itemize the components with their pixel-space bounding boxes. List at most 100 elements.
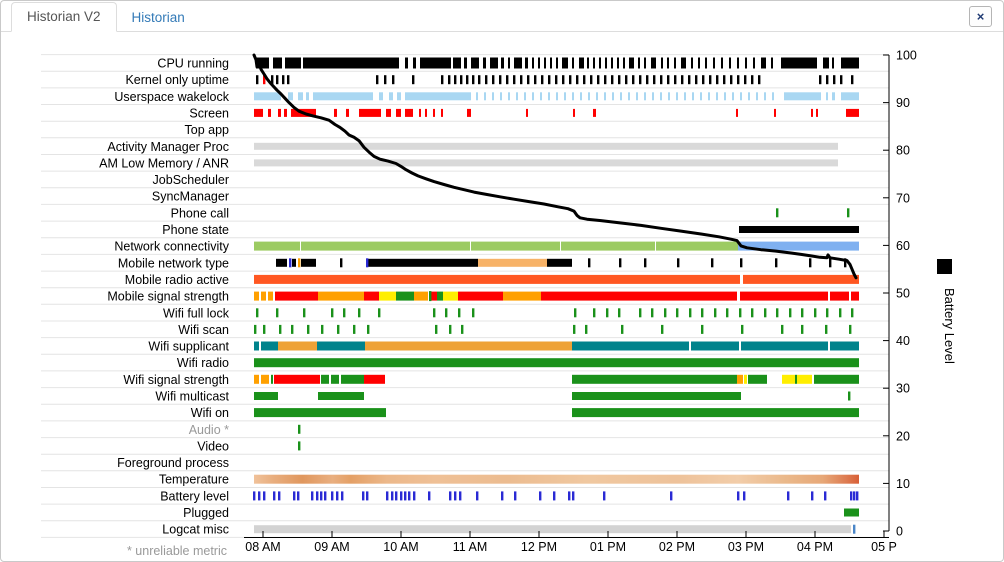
bar-segment	[599, 57, 601, 69]
row-label: Audio *	[189, 423, 229, 437]
bar-segment	[814, 374, 859, 384]
tick-mark	[569, 75, 572, 85]
tick-mark	[466, 75, 469, 85]
bar-segment	[420, 57, 451, 69]
bar-segment	[753, 57, 755, 69]
bar-segment	[524, 92, 526, 101]
tick-mark	[853, 524, 856, 534]
tick-mark	[611, 75, 614, 85]
tick-mark	[809, 258, 812, 268]
bar-segment	[254, 241, 300, 251]
bar-segment	[453, 57, 461, 69]
tick-mark	[331, 491, 334, 501]
battery-level-line	[252, 53, 858, 280]
tick-mark	[701, 308, 704, 318]
tick-mark	[801, 308, 804, 318]
bar-segment	[254, 92, 281, 101]
bar-segment	[736, 108, 738, 117]
tick-mark	[744, 75, 747, 85]
bar-segment	[580, 92, 582, 101]
row-label: AM Low Memory / ANR	[99, 156, 229, 170]
bar-segment	[846, 108, 859, 117]
tick-mark	[562, 75, 565, 85]
x-axis-tick-label: 05 P	[871, 540, 897, 554]
tick-mark	[278, 491, 281, 501]
bar-segment	[419, 108, 421, 117]
y-axis-tick-label: 90	[896, 96, 910, 110]
bar-segment	[700, 92, 702, 101]
tab-historian[interactable]: Historian	[117, 4, 200, 32]
bar-segment	[386, 108, 391, 117]
tick-mark	[384, 75, 387, 85]
bar-segment	[841, 57, 859, 69]
bar-segment	[737, 374, 743, 384]
bar-segment	[254, 408, 386, 418]
tick-mark	[585, 324, 588, 334]
tick-mark	[850, 491, 853, 501]
bar-segment	[743, 274, 859, 284]
x-axis-tick-label: 02 PM	[659, 540, 695, 554]
y-axis-tick-label: 100	[896, 49, 917, 63]
y-axis-tick-label: 50	[896, 287, 910, 301]
row-label: Plugged	[183, 506, 229, 520]
tick-mark	[825, 324, 828, 334]
bar-segment	[772, 92, 774, 101]
row-label: Wifi full lock	[163, 306, 230, 320]
tick-mark	[539, 491, 542, 501]
bar-segment	[261, 374, 269, 384]
bar-segment	[301, 241, 470, 251]
tick-mark	[764, 308, 767, 318]
tick-mark	[781, 324, 784, 334]
bar-segment	[740, 92, 742, 101]
bar-segment	[268, 108, 271, 117]
bar-segment	[741, 341, 828, 351]
tick-mark	[256, 75, 259, 85]
bar-segment	[467, 108, 471, 117]
tick-mark	[681, 75, 684, 85]
tick-mark	[321, 324, 324, 334]
tab-historian-v2[interactable]: Historian V2	[11, 2, 117, 32]
bar-segment	[660, 92, 662, 101]
bar-segment	[604, 92, 606, 101]
tick-mark	[619, 258, 622, 268]
tick-mark	[378, 308, 381, 318]
bar-segment	[596, 92, 598, 101]
bar-segment	[572, 374, 737, 384]
bar-segment	[364, 374, 385, 384]
bar-segment	[617, 57, 619, 69]
bar-segment	[674, 57, 676, 69]
tick-mark	[555, 75, 558, 85]
bar-segment	[667, 57, 669, 69]
tick-mark	[737, 491, 740, 501]
bar-segment	[705, 57, 707, 69]
tick-mark	[714, 308, 717, 318]
tick-mark	[739, 308, 742, 318]
row-label: Phone state	[162, 223, 229, 237]
tick-mark	[395, 491, 398, 501]
bar-segment	[397, 92, 401, 101]
bar-segment	[541, 291, 737, 301]
tick-mark	[730, 75, 733, 85]
y-axis-tick-label: 20	[896, 429, 910, 443]
bar-segment	[605, 57, 607, 69]
tick-mark	[670, 491, 673, 501]
tick-mark	[263, 75, 266, 85]
tick-mark	[625, 75, 628, 85]
bar-segment	[823, 57, 829, 69]
close-button[interactable]: ×	[969, 6, 992, 27]
tick-mark	[726, 308, 729, 318]
tick-mark	[279, 324, 282, 334]
bar-segment	[365, 341, 572, 351]
row-label: CPU running	[157, 57, 229, 71]
tick-mark	[476, 491, 479, 501]
bar-segment	[544, 57, 546, 69]
bar-segment	[681, 57, 686, 69]
row-label: Activity Manager Proc	[107, 140, 229, 154]
bar-segment	[572, 57, 574, 69]
tick-mark	[316, 491, 319, 501]
bar-segment	[341, 374, 364, 384]
tick-mark	[413, 491, 416, 501]
bar-segment	[572, 341, 689, 351]
bar-segment	[816, 108, 818, 117]
bar-segment	[784, 92, 821, 101]
